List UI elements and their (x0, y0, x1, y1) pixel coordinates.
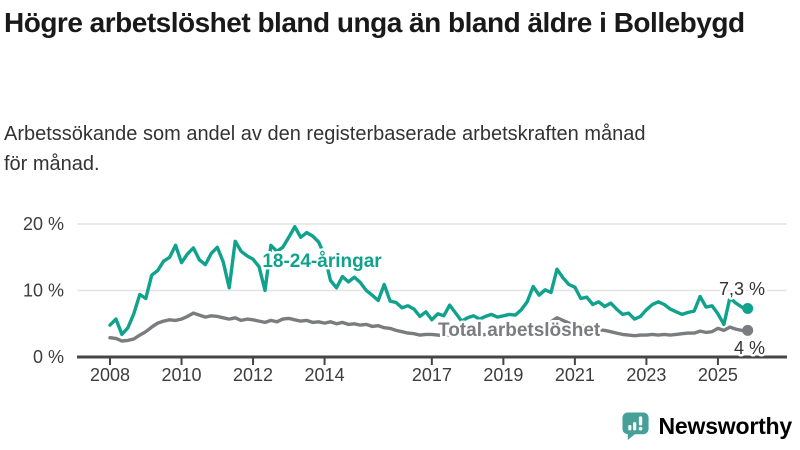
chart-speech-bubble-icon (621, 412, 649, 441)
x-tick-label: 2021 (555, 365, 595, 385)
x-tick-label: 2012 (233, 365, 273, 385)
page-title: Högre arbetslöshet bland unga än bland ä… (4, 7, 745, 38)
end-dot-youth (742, 303, 754, 314)
series-label-total: Total arbetslöshet (438, 320, 601, 341)
x-tick-label: 2014 (305, 365, 345, 385)
y-tick-label: 20 % (23, 214, 64, 234)
x-tick-label: 2025 (698, 365, 738, 385)
series-line-youth (108, 225, 750, 337)
series-lines (108, 225, 754, 343)
series-label-youth: 18-24-åringar (262, 251, 382, 272)
line-chart: 0 % 10 % 20 % 2008 2010 2012 2014 2017 2019 2021 2… (23, 214, 787, 385)
end-value-label-youth: 7,3 % (719, 279, 765, 299)
x-tick-label: 2010 (161, 365, 201, 385)
x-tick-label: 2023 (626, 365, 666, 385)
y-tick-label: 10 % (23, 281, 64, 301)
y-tick-label: 0 % (33, 347, 64, 367)
gridlines (77, 223, 787, 292)
series-line-total (108, 311, 750, 343)
x-tick-label: 2017 (412, 365, 452, 385)
page-subtitle: Arbetssökande som andel av den registerb… (4, 123, 646, 175)
end-dot-total (742, 324, 754, 336)
end-value-label-total: 4 % (734, 338, 765, 358)
axes: 0 % 10 % 20 % 2008 2010 2012 2014 2017 2019 2021 2… (23, 214, 787, 385)
x-tick-label: 2019 (483, 365, 523, 385)
logo-text: Newsworthy (658, 413, 793, 439)
newsworthy-logo[interactable]: Newsworthy (621, 412, 792, 441)
x-tick-label: 2008 (90, 365, 130, 385)
